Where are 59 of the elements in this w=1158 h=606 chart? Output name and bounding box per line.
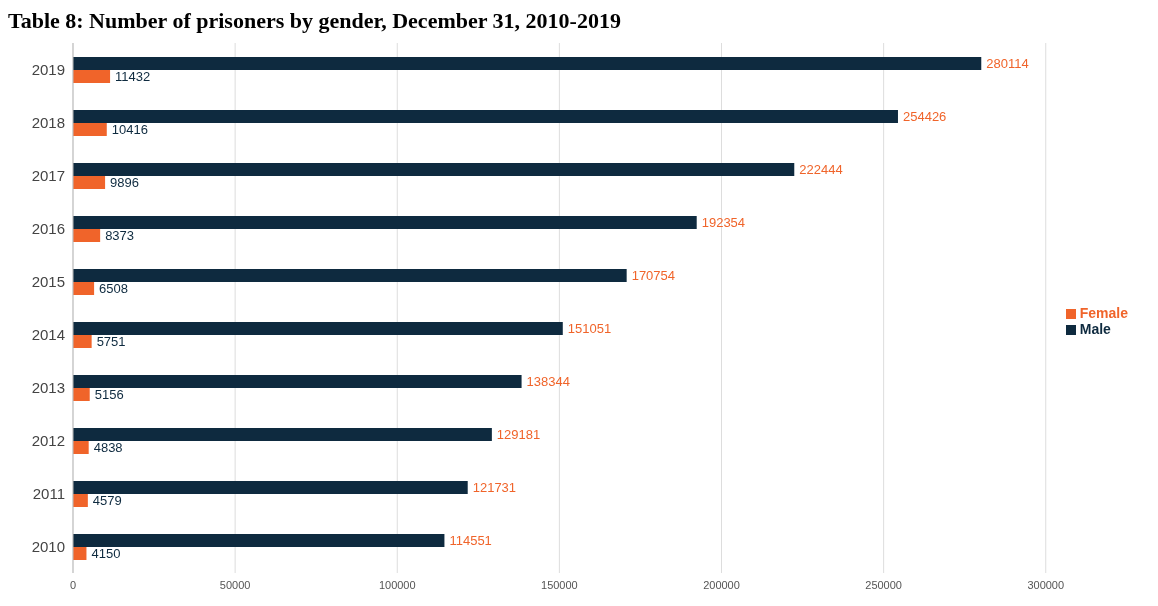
x-tick-label: 300000 <box>1027 578 1065 591</box>
bar <box>73 229 101 242</box>
bar <box>73 322 563 335</box>
y-tick-label: 2015 <box>31 272 65 290</box>
y-tick-label: 2018 <box>31 113 65 131</box>
bar <box>73 494 88 507</box>
data-label: 254426 <box>902 109 947 125</box>
bar <box>73 375 522 388</box>
y-tick-label: 2010 <box>31 537 65 555</box>
data-label: 5156 <box>94 387 124 403</box>
data-label: 4838 <box>93 440 123 456</box>
data-label: 138344 <box>526 374 570 390</box>
data-label: 129181 <box>496 427 541 443</box>
y-tick-label: 2016 <box>31 219 65 237</box>
x-tick-label: 100000 <box>378 578 416 591</box>
data-label: 4579 <box>92 493 122 509</box>
legend-label: Female <box>1079 304 1128 321</box>
data-label: 151051 <box>567 321 612 337</box>
bar <box>73 388 90 401</box>
x-tick-label: 0 <box>69 578 77 591</box>
data-label: 9896 <box>110 175 140 191</box>
bar <box>73 282 95 295</box>
data-label: 121731 <box>472 480 517 496</box>
bar <box>73 70 111 83</box>
bar <box>73 57 982 70</box>
x-tick-label: 50000 <box>219 578 251 591</box>
data-label: 114551 <box>449 533 492 549</box>
data-label: 280114 <box>986 56 1029 72</box>
data-label: 4150 <box>91 546 121 562</box>
data-label: 5751 <box>96 334 126 350</box>
bar <box>73 534 445 547</box>
data-label: 8373 <box>105 228 135 244</box>
data-label: 192354 <box>701 215 746 231</box>
x-tick-label: 200000 <box>703 578 740 591</box>
y-tick-label: 2013 <box>31 378 65 396</box>
y-tick-label: 2012 <box>31 431 65 449</box>
bar <box>73 123 107 136</box>
bar <box>73 335 92 348</box>
y-tick-label: 2011 <box>32 484 65 502</box>
data-label: 6508 <box>99 281 129 297</box>
bar <box>73 110 898 123</box>
chart-title: Table 8: Number of prisoners by gender, December 31, 2010-2019 <box>8 8 622 34</box>
bar <box>73 481 468 494</box>
bar <box>73 216 697 229</box>
legend-label: Male <box>1079 320 1111 337</box>
data-label: 11432 <box>115 69 151 85</box>
bar <box>73 163 795 176</box>
y-tick-label: 2019 <box>31 60 65 78</box>
data-label: 222444 <box>799 162 843 178</box>
x-tick-label: 250000 <box>865 578 902 591</box>
bar <box>73 176 106 189</box>
bar <box>73 441 89 454</box>
data-label: 10416 <box>111 122 148 138</box>
y-tick-label: 2014 <box>31 325 65 343</box>
bar <box>73 428 492 441</box>
data-label: 170754 <box>631 268 676 284</box>
bar <box>73 269 627 282</box>
y-tick-label: 2017 <box>31 166 65 184</box>
x-tick-label: 150000 <box>541 578 578 591</box>
